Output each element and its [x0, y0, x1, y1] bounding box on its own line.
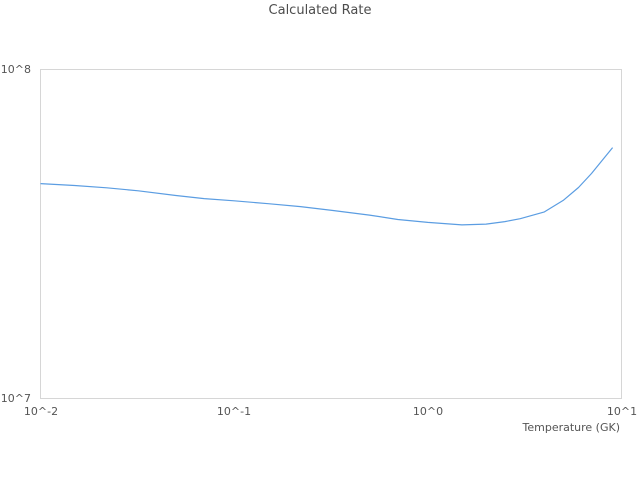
chart-title: Calculated Rate [268, 3, 372, 18]
x-tick-label: 10^-2 [23, 405, 59, 418]
plot-area [40, 69, 622, 399]
y-tick-label: 10^7 [0, 392, 31, 405]
x-axis-title: Temperature (GK) [522, 421, 621, 434]
x-tick-label: 10^0 [412, 405, 444, 418]
x-tick-label: 10^-1 [216, 405, 252, 418]
x-tick-label: 10^1 [606, 405, 638, 418]
plot-border [40, 69, 622, 399]
calculated-rate-line [40, 147, 614, 226]
y-tick-label: 10^8 [0, 63, 31, 76]
